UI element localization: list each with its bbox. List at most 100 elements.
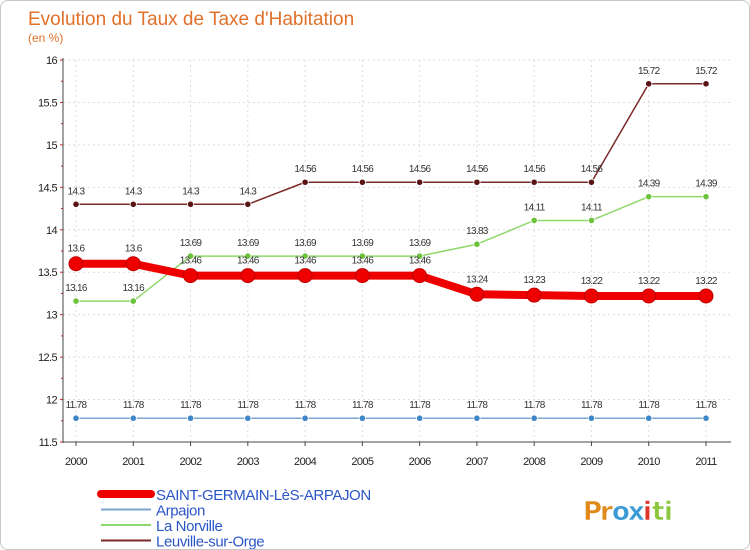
data-point [473,178,481,186]
data-label: 13.24 [466,274,489,285]
data-point [72,200,80,208]
series-line [75,83,707,206]
data-label: 15.72 [638,66,661,77]
logo-letter: t [652,497,664,527]
logo-letter: P [583,497,602,527]
x-tick-label: 2011 [695,456,717,468]
y-tick-label: 13.5 [38,267,57,279]
data-point [186,200,195,208]
legend-label: Leuville-sur-Orge [156,534,264,550]
data-point [645,80,653,88]
data-point [186,414,195,422]
data-point [72,297,80,305]
data-point [583,288,599,304]
data-label: 13.46 [409,256,432,267]
x-tick-label: 2003 [237,456,260,468]
logo-letter: i [664,497,673,527]
data-label: 14.56 [409,164,432,175]
data-label: 14.11 [524,202,546,213]
data-label: 13.22 [695,276,718,287]
data-label: 13.46 [294,256,317,267]
data-label: 15.72 [695,66,718,77]
data-point [358,252,366,260]
data-point [244,414,252,422]
data-label: 13.6 [68,244,86,255]
y-tick-label: 14 [46,225,58,237]
data-point [358,414,366,422]
data-label: 13.16 [65,283,88,294]
data-point [469,286,485,302]
logo-letter: x [628,497,645,527]
data-point [416,252,424,260]
data-label: 14.3 [239,186,257,197]
legend-label: Arpajon [156,503,205,520]
data-point [702,80,710,88]
y-tick-label: 16 [46,55,58,67]
data-point [530,414,538,422]
y-tick-label: 12 [46,395,58,407]
data-point [412,268,428,284]
data-label: 13.22 [638,276,661,287]
data-point [416,178,424,186]
data-label: 14.56 [352,164,375,175]
data-label: 14.56 [294,164,317,175]
data-label: 11.78 [467,400,489,411]
data-label: 14.56 [466,164,489,175]
data-point [301,252,309,260]
x-tick-label: 2002 [180,456,203,468]
data-point [240,268,256,284]
data-point [530,216,538,225]
data-point [72,414,80,422]
data-point [698,288,714,304]
data-label: 13.22 [581,276,604,287]
data-label: 11.78 [409,400,431,411]
data-label: 13.69 [180,238,203,249]
data-label: 13.69 [294,238,317,249]
logo-letter: o [612,497,630,527]
data-label: 11.78 [581,400,603,411]
logo-letter: i [643,497,652,527]
data-point [129,200,137,208]
series-0: 14.3 14.3 14.3 14.3 14.56 14.56 14.56 14.56 14.5… [68,66,719,208]
x-tick-label: 2005 [351,456,374,468]
data-label: 11.78 [352,400,374,411]
data-point [641,288,657,304]
data-label: 11.78 [123,400,145,411]
data-point [183,268,199,284]
data-label: 13.16 [123,283,146,294]
data-point [125,256,141,272]
data-point [645,193,653,201]
series-line [75,195,707,302]
data-point [587,178,596,186]
data-point [297,268,313,284]
series-line [72,259,710,300]
data-label: 14.56 [581,164,604,175]
data-point [68,256,84,272]
data-label: 11.78 [237,400,259,411]
data-label: 11.78 [638,400,660,411]
data-label: 14.56 [523,164,546,175]
y-tick-label: 11.5 [39,437,58,449]
y-tick-label: 12.5 [38,352,57,364]
data-label: 11.78 [295,400,317,411]
data-label: 14.3 [182,186,200,197]
data-label: 14.3 [125,186,143,197]
chart-title: Evolution du Taux de Taxe d'Habitation [28,9,354,30]
data-label: 13.46 [352,256,375,267]
data-label: 13.69 [409,238,432,249]
y-tick-label: 14.5 [38,182,57,194]
data-point [473,240,481,248]
data-label: 13.46 [237,256,260,267]
data-point [526,287,542,303]
data-label: 11.78 [696,400,718,411]
data-point [416,414,424,422]
data-label: 13.23 [523,275,546,286]
legend-label: La Norville [156,518,223,535]
data-point [645,414,653,422]
x-tick-label: 2004 [294,456,317,468]
data-point [129,297,137,305]
x-tick-label: 2008 [523,456,546,468]
data-label: 13.69 [237,238,260,249]
data-point [301,178,309,186]
